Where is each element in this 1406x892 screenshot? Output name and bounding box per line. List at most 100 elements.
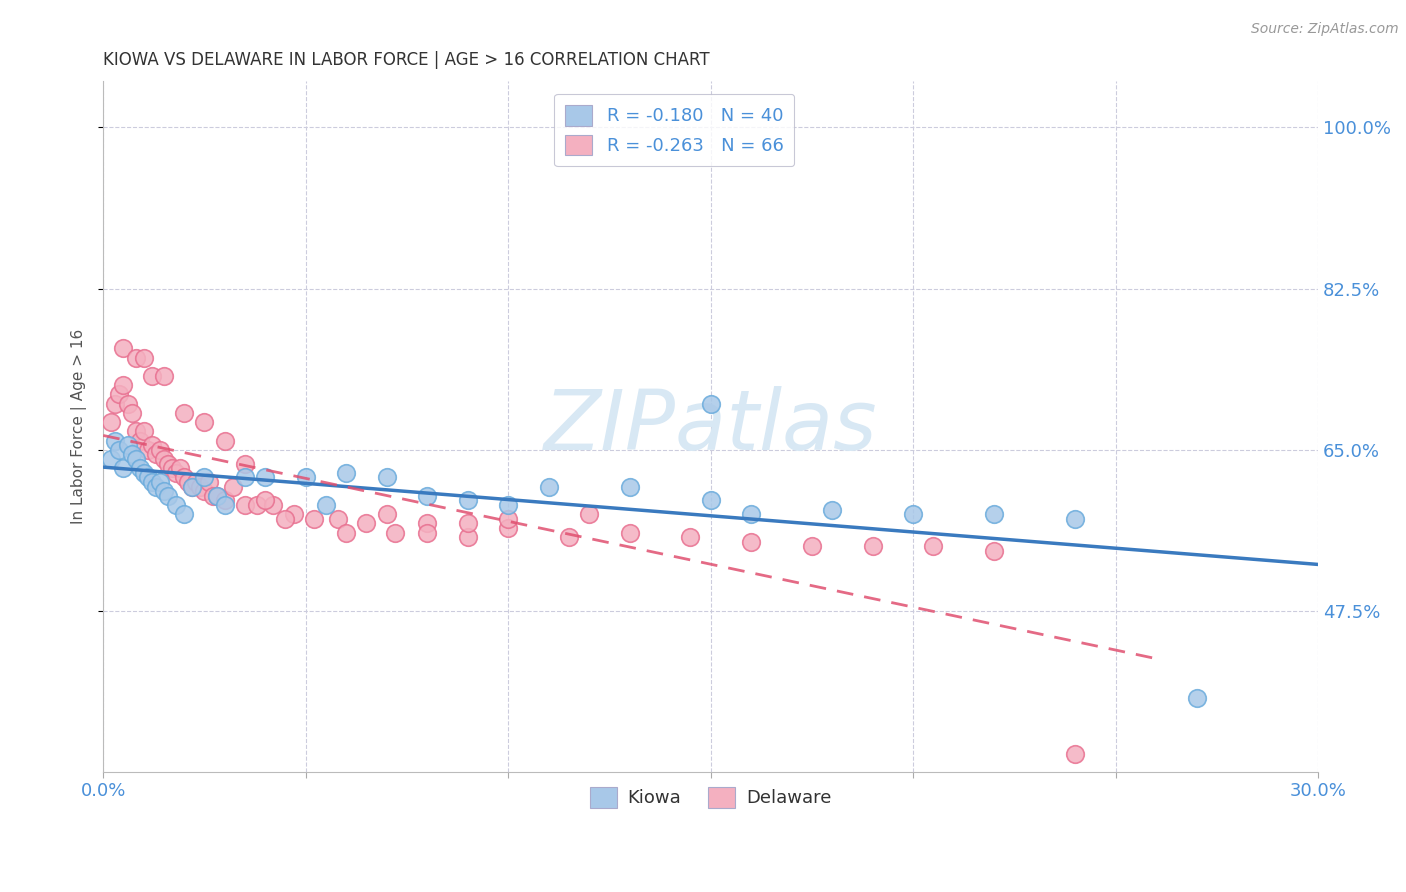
- Point: [205, 489, 228, 503]
- Point: [141, 475, 163, 489]
- Point: [156, 457, 179, 471]
- Point: [149, 475, 172, 489]
- Point: [416, 525, 439, 540]
- Point: [496, 498, 519, 512]
- Point: [193, 484, 215, 499]
- Point: [294, 470, 316, 484]
- Point: [457, 493, 479, 508]
- Point: [121, 447, 143, 461]
- Point: [165, 466, 187, 480]
- Point: [302, 512, 325, 526]
- Point: [1185, 691, 1208, 706]
- Text: KIOWA VS DELAWARE IN LABOR FORCE | AGE > 16 CORRELATION CHART: KIOWA VS DELAWARE IN LABOR FORCE | AGE >…: [103, 51, 710, 69]
- Point: [108, 442, 131, 457]
- Point: [214, 434, 236, 448]
- Point: [104, 434, 127, 448]
- Point: [416, 516, 439, 531]
- Point: [128, 434, 150, 448]
- Point: [128, 461, 150, 475]
- Point: [233, 457, 256, 471]
- Point: [214, 493, 236, 508]
- Point: [233, 498, 256, 512]
- Point: [457, 530, 479, 544]
- Point: [124, 351, 146, 365]
- Point: [496, 512, 519, 526]
- Point: [983, 507, 1005, 521]
- Point: [222, 479, 245, 493]
- Point: [205, 489, 228, 503]
- Point: [375, 507, 398, 521]
- Point: [800, 540, 823, 554]
- Point: [132, 351, 155, 365]
- Point: [117, 397, 139, 411]
- Y-axis label: In Labor Force | Age > 16: In Labor Force | Age > 16: [72, 329, 87, 524]
- Point: [619, 479, 641, 493]
- Point: [901, 507, 924, 521]
- Point: [153, 484, 176, 499]
- Point: [132, 425, 155, 439]
- Point: [132, 466, 155, 480]
- Point: [153, 452, 176, 467]
- Point: [136, 470, 159, 484]
- Point: [283, 507, 305, 521]
- Point: [356, 516, 378, 531]
- Point: [384, 525, 406, 540]
- Point: [169, 461, 191, 475]
- Legend: Kiowa, Delaware: Kiowa, Delaware: [582, 780, 839, 815]
- Point: [117, 438, 139, 452]
- Point: [740, 534, 762, 549]
- Point: [246, 498, 269, 512]
- Point: [177, 475, 200, 489]
- Point: [145, 479, 167, 493]
- Point: [315, 498, 337, 512]
- Point: [173, 470, 195, 484]
- Point: [416, 489, 439, 503]
- Point: [821, 502, 844, 516]
- Point: [922, 540, 945, 554]
- Point: [214, 498, 236, 512]
- Point: [558, 530, 581, 544]
- Point: [156, 489, 179, 503]
- Point: [537, 479, 560, 493]
- Point: [124, 452, 146, 467]
- Text: ZIPatlas: ZIPatlas: [544, 386, 877, 467]
- Point: [104, 397, 127, 411]
- Point: [274, 512, 297, 526]
- Point: [186, 475, 208, 489]
- Point: [262, 498, 284, 512]
- Point: [578, 507, 600, 521]
- Point: [457, 516, 479, 531]
- Point: [326, 512, 349, 526]
- Text: Source: ZipAtlas.com: Source: ZipAtlas.com: [1251, 22, 1399, 37]
- Point: [160, 461, 183, 475]
- Point: [100, 415, 122, 429]
- Point: [699, 397, 721, 411]
- Point: [254, 493, 277, 508]
- Point: [233, 470, 256, 484]
- Point: [100, 452, 122, 467]
- Point: [153, 369, 176, 384]
- Point: [112, 342, 135, 356]
- Point: [496, 521, 519, 535]
- Point: [149, 442, 172, 457]
- Point: [141, 438, 163, 452]
- Point: [181, 479, 204, 493]
- Point: [136, 442, 159, 457]
- Point: [193, 415, 215, 429]
- Point: [740, 507, 762, 521]
- Point: [335, 525, 357, 540]
- Point: [145, 447, 167, 461]
- Point: [193, 470, 215, 484]
- Point: [173, 507, 195, 521]
- Point: [1064, 512, 1087, 526]
- Point: [121, 406, 143, 420]
- Point: [165, 498, 187, 512]
- Point: [699, 493, 721, 508]
- Point: [679, 530, 702, 544]
- Point: [181, 479, 204, 493]
- Point: [141, 369, 163, 384]
- Point: [375, 470, 398, 484]
- Point: [112, 461, 135, 475]
- Point: [197, 475, 219, 489]
- Point: [1064, 747, 1087, 761]
